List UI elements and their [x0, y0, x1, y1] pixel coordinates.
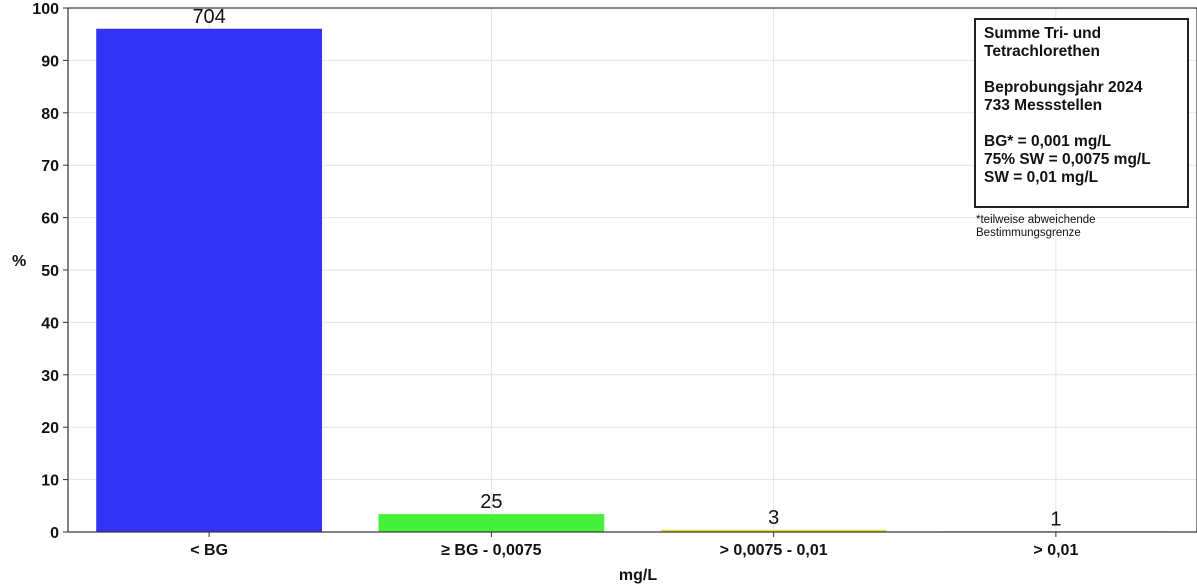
legend-line: 75% SW = 0,0075 mg/L [984, 151, 1151, 168]
data-labels: 704 25 3 1 [192, 6, 1061, 531]
legend-box: Summe Tri- und Tetrachlorethen Beprobungsj… [974, 18, 1189, 208]
y-tick-label: 20 [41, 420, 59, 437]
x-tick-label: > 0,01 [1033, 542, 1078, 559]
bar-count-label: 1 [1050, 508, 1061, 530]
x-axis-ticks: < BG ≥ BG - 0,0075 > 0,0075 - 0,01 > 0,01 [190, 532, 1078, 559]
y-tick-label: 30 [41, 368, 59, 385]
bar-count-label: 25 [480, 491, 502, 513]
footnote-line: Bestimmungsgrenze [976, 227, 1081, 239]
y-tick-label: 40 [41, 315, 59, 332]
y-axis-ticks: 0 10 20 30 40 50 60 70 80 90 100 [32, 1, 68, 542]
x-tick-label: ≥ BG - 0,0075 [441, 542, 541, 559]
y-tick-label: 90 [41, 53, 59, 70]
legend-line: Summe Tri- und [984, 25, 1102, 42]
legend-line: 733 Messstellen [984, 97, 1103, 114]
bar-count-label: 3 [768, 507, 779, 529]
legend-line: SW = 0,01 mg/L [984, 169, 1099, 186]
y-axis-title: % [12, 253, 26, 270]
x-axis-title: mg/L [619, 567, 657, 584]
bar [96, 28, 323, 533]
y-tick-label: 10 [41, 473, 59, 490]
legend-line: BG* = 0,001 mg/L [984, 133, 1112, 150]
bar [378, 514, 605, 532]
bars [96, 28, 1169, 533]
bar-count-label: 704 [192, 6, 225, 28]
y-tick-label: 70 [41, 158, 59, 175]
bar [660, 529, 887, 532]
plot-frame [67, 7, 1197, 533]
legend-line: Tetrachlorethen [984, 43, 1100, 60]
footnote: *teilweise abweichende Bestimmungsgrenze [976, 214, 1096, 240]
legend-line: Beprobungsjahr 2024 [984, 79, 1143, 96]
legend-spacer [984, 115, 1179, 133]
y-tick-label: 50 [41, 263, 59, 280]
y-tick-label: 100 [32, 1, 59, 18]
x-tick-label: < BG [190, 542, 228, 559]
y-tick-label: 80 [41, 106, 59, 123]
y-tick-label: 60 [41, 211, 59, 228]
y-tick-label: 0 [50, 525, 59, 542]
legend-spacer [984, 61, 1179, 79]
footnote-line: *teilweise abweichende [976, 214, 1096, 226]
x-tick-label: > 0,0075 - 0,01 [720, 542, 828, 559]
